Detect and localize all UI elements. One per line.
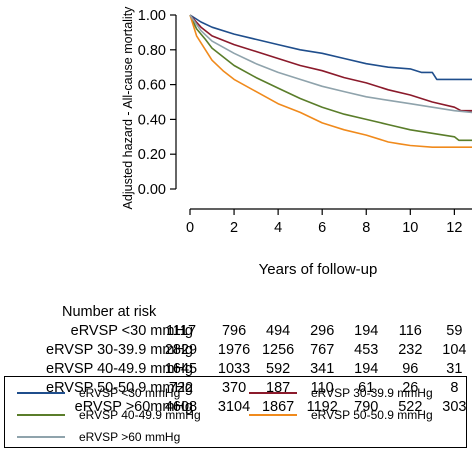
- risk-cell: 59: [446, 323, 463, 339]
- risk-table-row: eRVSP 40-49.9 mmHg 1645 1033 592 341 194 96 31: [0, 361, 474, 379]
- risk-cell: 104: [442, 342, 467, 358]
- y-tick-label: 0.60: [138, 78, 166, 94]
- risk-table-title: Number at risk: [62, 304, 157, 320]
- legend-swatch: [249, 414, 297, 416]
- risk-cell: 1256: [261, 342, 295, 358]
- x-tick-label: 10: [402, 220, 418, 236]
- risk-cell: 790: [354, 399, 379, 415]
- risk-cell: 8: [450, 380, 459, 396]
- risk-cell: 4608: [164, 399, 198, 415]
- legend-swatch: [249, 392, 297, 394]
- risk-cell: 116: [398, 323, 422, 339]
- y-tick-label: 0.00: [138, 182, 166, 198]
- series-line: [189, 14, 472, 81]
- risk-cell: 194: [354, 323, 379, 339]
- risk-table-row: eRVSP 50-50.9 mmHg 722 370 187 110 61 26 8: [0, 380, 474, 398]
- y-axis-label: Adjusted hazard - All-cause mortality: [121, 6, 135, 210]
- series-lines: [189, 14, 473, 148]
- risk-cell: 341: [310, 361, 335, 377]
- risk-cell: 1033: [217, 361, 251, 377]
- legend-label: eRVSP 40-49.9 mmHg: [79, 408, 201, 422]
- legend-label: eRVSP <30 mmHg: [79, 386, 181, 400]
- risk-cell: 494: [266, 323, 291, 339]
- risk-cell: 3104: [217, 399, 251, 415]
- risk-cell: 2829: [164, 342, 198, 358]
- risk-cell: 296: [310, 323, 335, 339]
- risk-cell: 767: [310, 342, 335, 358]
- x-tick-label: 8: [362, 220, 370, 236]
- legend-label: eRVSP >60 mmHg: [79, 430, 181, 444]
- legend-label: eRVSP 30-39.9 mmHg: [311, 386, 433, 400]
- legend-swatch: [17, 414, 65, 416]
- legend-swatch: [17, 436, 65, 438]
- risk-table-row: eRVSP 30-39.9 mmHg 2829 1976 1256 767 453 232 1…: [0, 342, 474, 360]
- x-tick-label: 4: [274, 220, 282, 236]
- risk-cell: 453: [354, 342, 379, 358]
- risk-cell: 26: [402, 380, 419, 396]
- y-tick-label: 0.20: [138, 147, 166, 163]
- risk-table-row: eRVSP <30 mmHg 1117 796 494 296 194 116 59: [0, 323, 474, 341]
- risk-cell: 370: [221, 380, 247, 396]
- series-line: [189, 14, 472, 112]
- risk-row-label: eRVSP 50-50.9 mmHg: [46, 380, 193, 396]
- risk-cell: 592: [266, 361, 291, 377]
- axes: 0.00 0.20 0.40 0.60 0.80 1.00 0 2 4 6 8 10 12: [138, 8, 472, 236]
- x-tick-label: 6: [318, 220, 326, 236]
- risk-cell: 303: [442, 399, 467, 415]
- y-tick-label: 1.00: [138, 8, 166, 24]
- x-tick-label: 2: [230, 220, 238, 236]
- risk-cell: 1867: [261, 399, 295, 415]
- y-tick-label: 0.80: [138, 43, 166, 59]
- risk-cell: 1192: [306, 399, 338, 415]
- risk-cell: 96: [402, 361, 419, 377]
- risk-cell: 522: [398, 399, 423, 415]
- risk-cell: 1117: [165, 323, 197, 339]
- risk-cell: 61: [358, 380, 375, 396]
- x-axis-label: Years of follow-up: [259, 261, 378, 278]
- risk-row-label: eRVSP <30 mmHg: [70, 323, 193, 339]
- risk-row-label: eRVSP 40-49.9 mmHg: [46, 361, 193, 377]
- risk-row-label: eRVSP 30-39.9 mmHg: [46, 342, 193, 358]
- x-tick-label: 0: [186, 220, 194, 236]
- risk-table-row: eRVSP >60mmHg 4608 3104 1867 1192 790 522 303: [0, 399, 474, 417]
- risk-row-label: eRVSP >60mmHg: [74, 399, 193, 415]
- risk-cell: 194: [354, 361, 379, 377]
- legend-label: eRVSP 50-50.9 mmHg: [311, 408, 433, 422]
- legend: eRVSP <30 mmHg eRVSP 30-39.9 mmHg eRVSP 40…: [4, 376, 467, 448]
- risk-cell: 110: [310, 380, 334, 396]
- x-tick-label: 12: [446, 220, 462, 236]
- risk-cell: 796: [221, 323, 247, 339]
- risk-cell: 1976: [217, 342, 251, 358]
- legend-swatch: [17, 392, 65, 394]
- series-line: [189, 14, 472, 148]
- survival-chart: Adjusted hazard - All-cause mortality Ye…: [121, 6, 473, 278]
- series-line: [189, 14, 473, 114]
- series-line: [189, 14, 472, 142]
- risk-cell: 1645: [164, 361, 198, 377]
- risk-cell: 31: [446, 361, 463, 377]
- y-tick-label: 0.40: [138, 112, 166, 128]
- risk-cell: 232: [398, 342, 423, 358]
- risk-cell: 722: [168, 380, 194, 396]
